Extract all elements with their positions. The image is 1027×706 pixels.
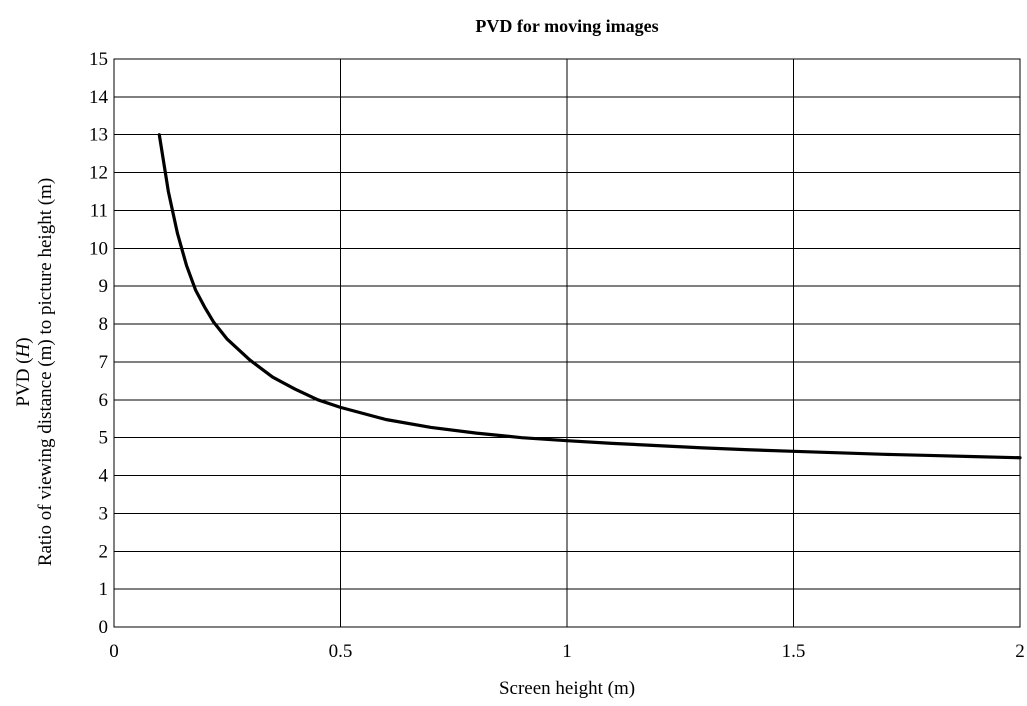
grid <box>113 58 1021 628</box>
series-layer <box>157 133 1022 460</box>
y-tick-label: 15 <box>89 49 108 70</box>
chart-title: PVD for moving images <box>475 16 658 36</box>
x-axis-label: Screen height (m) <box>499 678 635 699</box>
y-tick-label: 12 <box>89 163 108 184</box>
y-axis-label: PVD (H) Ratio of viewing distance (m) to… <box>13 178 56 566</box>
y-tick-label: 14 <box>89 87 109 108</box>
y-tick-label: 3 <box>99 503 109 524</box>
y-tick-label: 10 <box>89 238 108 259</box>
plot-area-frame <box>113 58 1021 628</box>
y-tick-label: 6 <box>99 390 109 411</box>
y-tick-label: 9 <box>99 276 109 297</box>
x-tick-label: 0 <box>109 641 119 662</box>
y-tick-label: 1 <box>99 579 109 600</box>
x-tick-label: 1 <box>562 641 572 662</box>
y-axis-label-suffix: ) <box>13 337 34 343</box>
y-tick-label: 13 <box>89 125 108 146</box>
y-tick-label: 0 <box>99 617 109 638</box>
x-tick-label: 1.5 <box>782 641 806 662</box>
y-tick-label: 2 <box>99 541 109 562</box>
x-tick-label: 2 <box>1015 641 1025 662</box>
y-axis-label-line2: Ratio of viewing distance (m) to picture… <box>35 178 56 566</box>
y-axis-label-prefix: PVD ( <box>13 357 34 406</box>
series-line <box>157 133 1022 460</box>
y-axis-label-italic: H <box>13 342 34 358</box>
y-tick-label: 7 <box>99 352 109 373</box>
y-axis-label-line1: PVD (H) <box>13 337 34 406</box>
y-tick-label: 11 <box>90 200 108 221</box>
x-tick-label: 0.5 <box>329 641 353 662</box>
y-tick-label: 4 <box>99 466 109 487</box>
y-tick-label: 8 <box>99 314 109 335</box>
x-tick-labels: 0 0.5 1 1.5 2 <box>109 641 1025 662</box>
y-tick-label: 5 <box>99 428 109 449</box>
